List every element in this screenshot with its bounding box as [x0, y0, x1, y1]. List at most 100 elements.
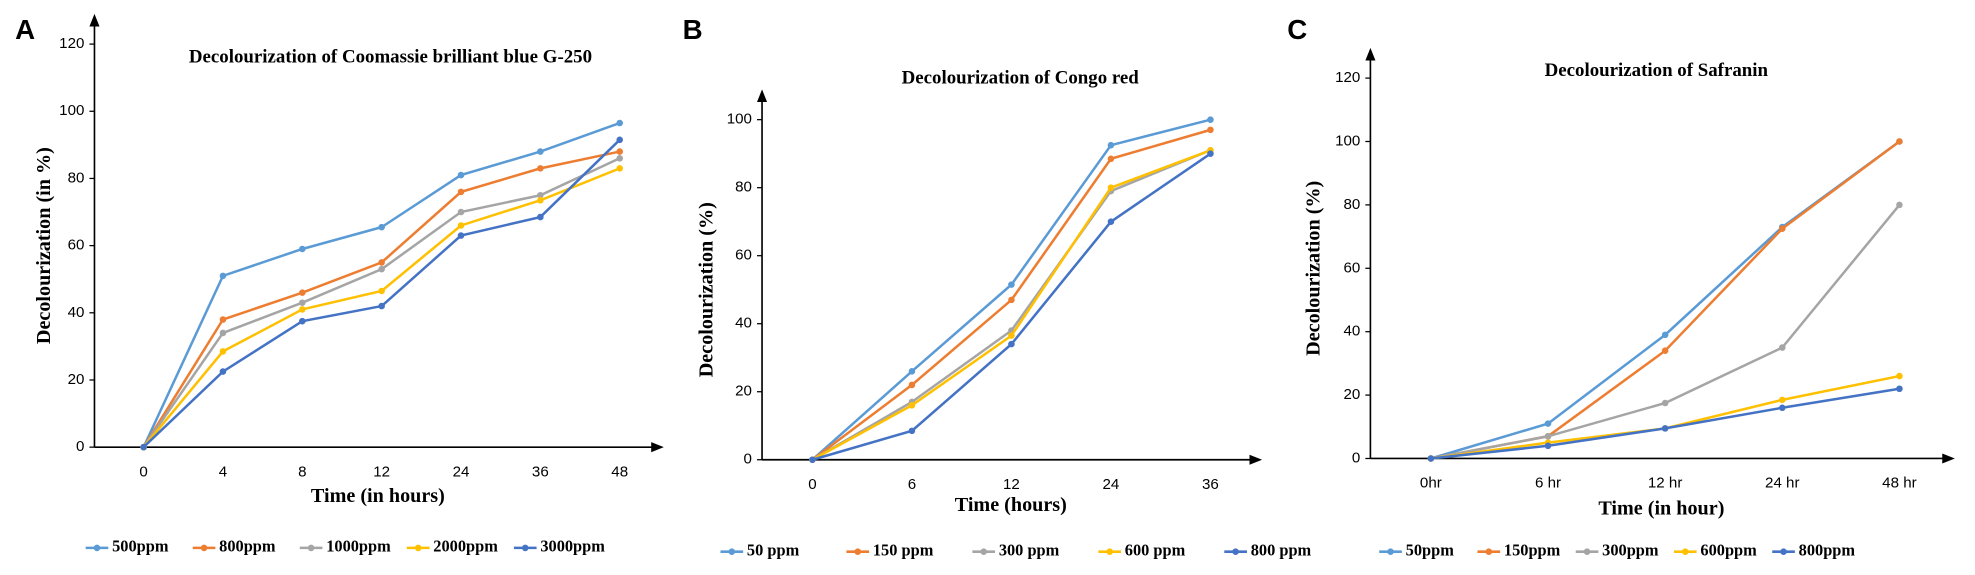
- data-point: [809, 456, 816, 464]
- data-point: [457, 222, 465, 229]
- x-tick-label: 12 hr: [1648, 475, 1682, 492]
- x-tick-label: 24 hr: [1765, 475, 1799, 492]
- y-tick-label: 80: [68, 169, 85, 186]
- y-tick-label: 60: [68, 237, 85, 254]
- data-point: [1779, 404, 1786, 412]
- data-point: [1779, 344, 1786, 351]
- legend-label: 300ppm: [1602, 540, 1659, 559]
- data-point: [378, 223, 385, 231]
- y-tick-label: 20: [735, 383, 752, 400]
- data-point: [1207, 150, 1214, 157]
- data-point: [908, 368, 916, 375]
- legend-marker: [1106, 548, 1113, 555]
- data-point: [1779, 225, 1786, 232]
- data-point: [1107, 141, 1115, 149]
- data-point: [1779, 396, 1786, 404]
- data-point: [140, 443, 147, 451]
- data-point: [1008, 281, 1015, 288]
- data-point: [616, 155, 623, 162]
- data-point: [537, 165, 544, 172]
- data-point: [219, 348, 227, 355]
- legend-marker: [414, 544, 422, 552]
- legend-marker: [521, 544, 529, 552]
- data-point: [378, 265, 385, 273]
- legend-label: 50 ppm: [747, 540, 800, 559]
- data-point: [1207, 126, 1214, 134]
- legend-marker: [854, 548, 862, 555]
- legend-marker: [1583, 548, 1591, 555]
- legend-label: 600ppm: [1700, 540, 1757, 559]
- x-tick-label: 0hr: [1420, 475, 1442, 492]
- legend-marker: [1387, 548, 1394, 555]
- x-tick-label: 6: [908, 476, 916, 493]
- legend-label: 2000ppm: [433, 537, 498, 556]
- data-point: [219, 368, 227, 375]
- legend-label: 3000ppm: [540, 537, 605, 556]
- x-tick-label: 6 hr: [1535, 475, 1561, 492]
- legend-label: 150 ppm: [873, 540, 934, 559]
- panel-label: C: [1287, 14, 1307, 45]
- x-axis-arrow: [651, 442, 664, 453]
- data-point: [1661, 347, 1669, 354]
- data-point: [616, 119, 623, 127]
- x-tick-label: 0: [808, 476, 816, 493]
- x-tick-label: 36: [1202, 476, 1219, 493]
- data-point: [1427, 455, 1435, 462]
- legend-label: 300 ppm: [999, 540, 1060, 559]
- y-tick-label: 80: [1344, 196, 1361, 213]
- legend-marker: [980, 548, 987, 555]
- y-tick-label: 40: [68, 304, 85, 321]
- x-tick-label: 24: [1103, 476, 1120, 493]
- y-tick-label: 80: [735, 179, 752, 196]
- data-point: [378, 302, 385, 310]
- data-point: [1107, 155, 1115, 163]
- y-tick-label: 40: [1344, 323, 1361, 340]
- series-line: [811, 128, 1211, 461]
- data-point: [299, 306, 306, 313]
- legend-label: 600 ppm: [1125, 540, 1186, 559]
- legend-marker: [1485, 548, 1493, 555]
- x-tick-label: 4: [219, 463, 227, 480]
- data-point: [1207, 116, 1214, 123]
- legend-label: 1000ppm: [326, 537, 391, 556]
- data-point: [1107, 184, 1115, 191]
- y-tick-label: 60: [1344, 259, 1361, 276]
- x-axis-label: Time (in hour): [1598, 498, 1724, 520]
- y-axis-label: Decolourization (%): [696, 202, 718, 377]
- data-point: [1896, 372, 1903, 380]
- data-point: [1896, 138, 1903, 145]
- legend-marker: [93, 544, 101, 552]
- chart-title: Decolourization of Congo red: [902, 68, 1140, 89]
- data-point: [537, 197, 544, 204]
- series-line: [1430, 140, 1901, 460]
- data-point: [1896, 201, 1903, 209]
- legend-label: 800ppm: [219, 537, 276, 556]
- legend-label: 500ppm: [112, 537, 169, 556]
- chart-title: Decolourization of Coomassie brilliant b…: [189, 46, 592, 67]
- legend-marker: [307, 544, 315, 552]
- x-tick-label: 8: [298, 463, 306, 480]
- data-point: [378, 287, 385, 295]
- legend-label: 800 ppm: [1251, 540, 1312, 559]
- data-point: [219, 316, 227, 323]
- data-point: [299, 299, 306, 306]
- y-axis-arrow: [756, 89, 768, 103]
- x-tick-label: 36: [532, 463, 549, 480]
- y-tick-label: 120: [59, 35, 84, 52]
- data-point: [1107, 218, 1115, 225]
- legend-label: 150ppm: [1504, 540, 1561, 559]
- x-tick-label: 0: [139, 463, 147, 480]
- legend-label: 50ppm: [1406, 540, 1455, 559]
- data-point: [537, 148, 544, 155]
- data-point: [537, 191, 544, 199]
- data-point: [1661, 425, 1669, 432]
- data-point: [1661, 331, 1669, 339]
- data-point: [299, 289, 306, 296]
- data-point: [457, 171, 465, 179]
- legend-marker: [1232, 548, 1239, 555]
- data-point: [1544, 433, 1552, 440]
- y-tick-label: 40: [735, 315, 752, 332]
- x-tick-label: 48 hr: [1882, 475, 1916, 492]
- data-point: [219, 329, 227, 337]
